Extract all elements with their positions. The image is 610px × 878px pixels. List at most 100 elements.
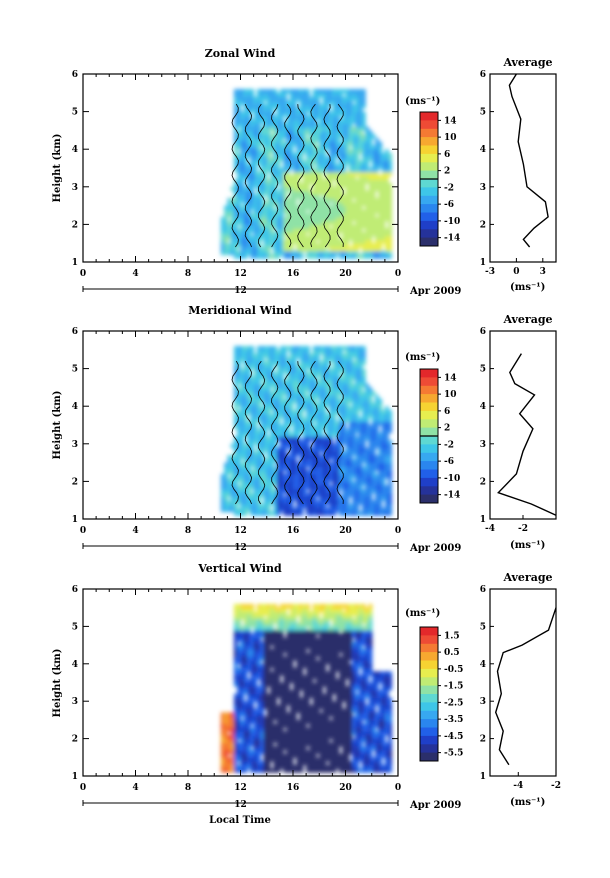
heat-cell: [280, 750, 284, 754]
heat-cell: [378, 406, 382, 410]
heat-cell: [385, 149, 389, 153]
heat-cell: [273, 346, 277, 350]
heat-cell: [277, 675, 281, 679]
heat-cell: [250, 346, 254, 350]
heat-cell: [234, 481, 238, 485]
heat-cell: [277, 418, 281, 422]
heat-cell: [277, 255, 281, 259]
heat-cell: [267, 765, 271, 769]
colorbar-segment: [420, 495, 438, 504]
heat-cell: [359, 130, 363, 134]
heat-cell: [257, 660, 261, 664]
x-tick-label: 0: [80, 269, 86, 279]
colorbar-tick-label: 6: [444, 150, 450, 160]
heat-cell: [378, 243, 382, 247]
panel-2-ylabel: Height (km): [52, 391, 63, 460]
heat-cell: [388, 236, 392, 240]
heat-cell: [365, 384, 369, 388]
heat-cell: [388, 493, 392, 497]
heat-cell: [378, 399, 382, 403]
y-tick-label: 1: [72, 515, 78, 525]
heat-cell: [241, 694, 245, 698]
panel-1-field: [221, 89, 392, 259]
heat-cell: [247, 630, 251, 634]
y-tick-label: 2: [72, 220, 78, 230]
heat-cell: [323, 406, 327, 410]
heat-cell: [388, 481, 392, 485]
colorbar-segment: [420, 187, 438, 196]
heat-cell: [280, 653, 284, 657]
heat-cell: [273, 701, 277, 705]
colorbar-segment: [420, 403, 438, 412]
heat-cell: [323, 149, 327, 153]
heat-cell: [280, 630, 284, 634]
colorbar-tick-label: -10: [444, 217, 460, 227]
heat-cell: [378, 142, 382, 146]
heat-cell: [260, 709, 264, 713]
heat-cell: [290, 406, 294, 410]
heat-cell: [365, 418, 369, 422]
heat-cell: [267, 504, 271, 508]
heat-cell: [388, 243, 392, 247]
heat-cell: [273, 604, 277, 608]
heat-cell: [388, 191, 392, 195]
heat-cell: [388, 425, 392, 429]
heat-cell: [362, 444, 366, 448]
heat-cell: [250, 187, 254, 191]
day-tick-label: 12: [234, 286, 247, 296]
heat-cell: [290, 149, 294, 153]
x-tick-label: 16: [287, 526, 300, 536]
heat-cell: [388, 512, 392, 516]
colorbar-segment: [420, 486, 438, 495]
avg-y-tick-label: 4: [480, 145, 486, 155]
heat-cell: [267, 645, 271, 649]
avg-x-tick-label: 0: [513, 267, 519, 277]
heat-cell: [388, 410, 392, 414]
heat-cell: [388, 444, 392, 448]
heat-cell: [300, 153, 304, 157]
heat-cell: [362, 372, 366, 376]
colorbar-tick-label: 6: [444, 407, 450, 417]
day-tick-label: 12: [234, 543, 247, 553]
panel-3-ylabel: Height (km): [52, 649, 63, 718]
heat-cell: [326, 224, 330, 228]
avg-y-tick-label: 3: [480, 183, 486, 193]
heat-cell: [277, 679, 281, 683]
heat-cell: [362, 97, 366, 101]
panel-3-field: [221, 604, 392, 773]
y-tick-label: 3: [72, 183, 78, 193]
heat-cell: [388, 228, 392, 232]
heat-cell: [264, 690, 268, 694]
heat-cell: [346, 243, 350, 247]
heat-cell: [382, 224, 386, 228]
colorbar-tick-label: -14: [444, 491, 460, 501]
heat-cell: [270, 742, 274, 746]
panel-3-title: Vertical Wind: [197, 562, 282, 575]
colorbar-segment: [420, 411, 438, 420]
colorbar-segment: [420, 213, 438, 222]
colorbar-segment: [420, 146, 438, 155]
colorbar-tick-label: 14: [444, 373, 457, 383]
heat-cell: [388, 429, 392, 433]
heat-cell: [388, 247, 392, 251]
heat-cell: [369, 236, 373, 240]
heat-cell: [362, 112, 366, 116]
heat-cell: [388, 504, 392, 508]
heat-cell: [378, 149, 382, 153]
heat-cell: [273, 89, 277, 93]
y-tick-label: 2: [72, 477, 78, 487]
heat-cell: [286, 683, 290, 687]
x-tick-label: 20: [339, 269, 352, 279]
colorbar-tick-label: 10: [444, 390, 457, 400]
colorbar-segment: [420, 112, 438, 121]
heat-cell: [267, 761, 271, 765]
heat-cell: [388, 209, 392, 213]
heat-cell: [244, 671, 248, 675]
heat-cell: [254, 168, 258, 172]
heat-cell: [372, 448, 376, 452]
heat-cell: [388, 183, 392, 187]
heat-cell: [234, 761, 238, 765]
y-tick-label: 4: [72, 145, 78, 155]
heat-cell: [388, 198, 392, 202]
heat-cell: [283, 350, 287, 354]
